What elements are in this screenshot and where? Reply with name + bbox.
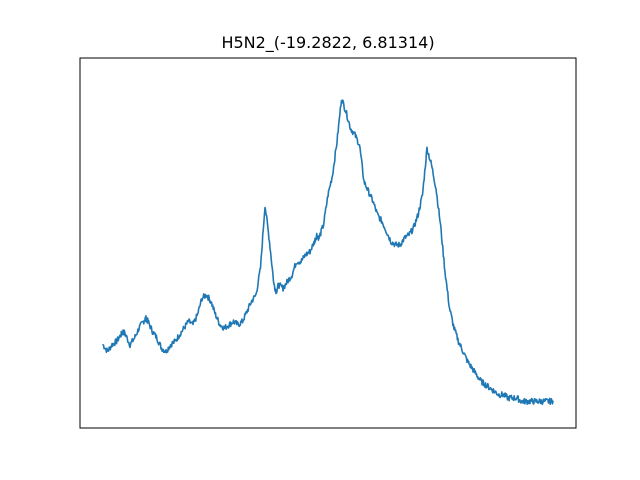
chart-title: H5N2_(-19.2822, 6.81314)	[221, 33, 435, 52]
axes-frame	[79, 57, 577, 429]
data-line	[102, 99, 554, 406]
